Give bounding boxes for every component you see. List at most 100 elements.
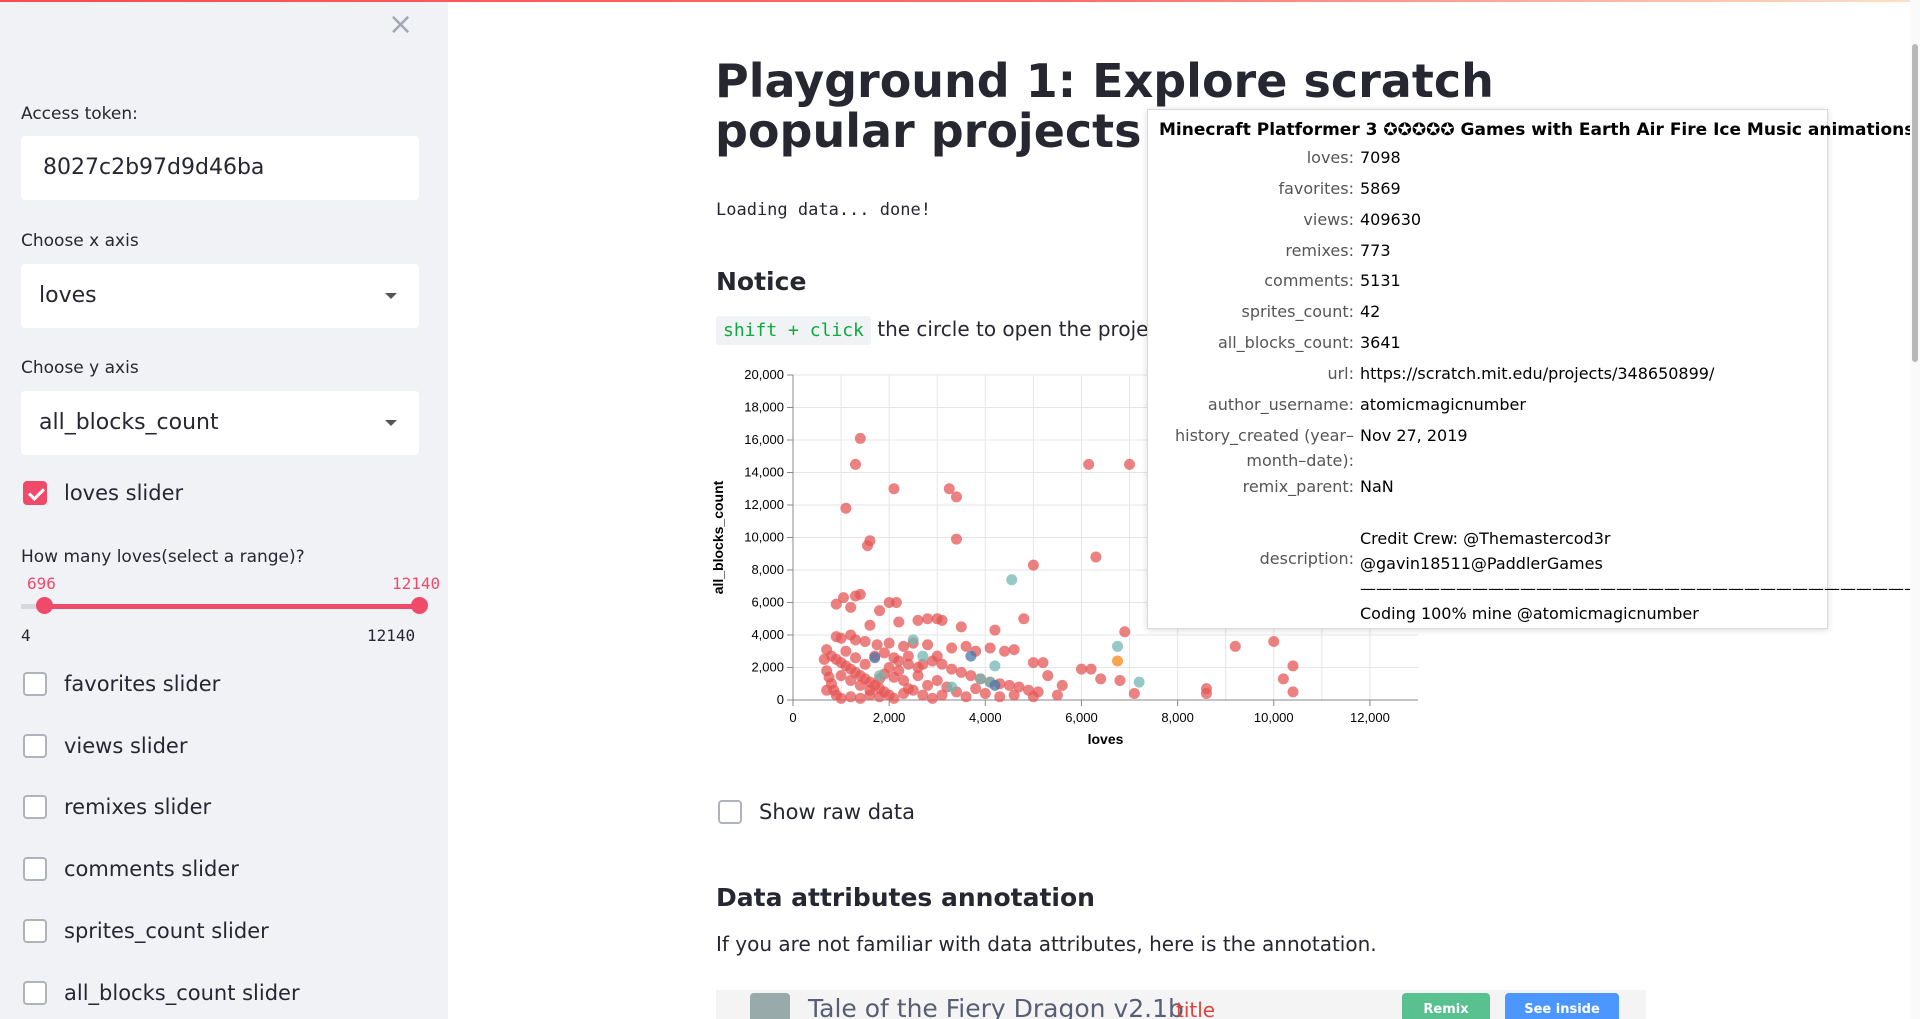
- close-sidebar-icon[interactable]: ×: [388, 7, 414, 42]
- checkbox-icon[interactable]: [23, 734, 47, 758]
- data-point: [862, 540, 874, 552]
- sprites-count-slider-checkbox[interactable]: sprites_count slider: [23, 916, 269, 946]
- data-point: [970, 683, 982, 695]
- data-point: [1114, 675, 1126, 686]
- data-point: [874, 605, 886, 617]
- tooltip-row: remixes: 773: [1148, 238, 1829, 263]
- y-tick-label: 20,000: [744, 367, 784, 382]
- data-point: [845, 691, 857, 703]
- data-point: [922, 639, 934, 651]
- project-thumbnail: [750, 993, 790, 1019]
- data-point: [989, 660, 1001, 672]
- comments-slider-checkbox[interactable]: comments slider: [23, 854, 239, 884]
- annotation-text: If you are not familiar with data attrib…: [716, 932, 1377, 956]
- y-axis-value: all_blocks_count: [39, 410, 219, 435]
- access-token-input[interactable]: 8027c2b97d9d46ba: [21, 136, 419, 200]
- data-point: [821, 684, 833, 696]
- y-tick-label: 0: [777, 692, 784, 707]
- data-point: [917, 650, 929, 662]
- see-inside-button: See inside: [1505, 993, 1619, 1019]
- tooltip-key: url:: [1327, 364, 1354, 383]
- checkbox-label: remixes slider: [64, 795, 212, 819]
- slider-high-handle[interactable]: [411, 597, 428, 614]
- checkbox-icon[interactable]: [23, 981, 47, 1005]
- data-point: [874, 691, 886, 703]
- scrollbar[interactable]: [1910, 0, 1920, 1019]
- checkbox-checked-icon[interactable]: [23, 481, 47, 505]
- show-raw-data-checkbox[interactable]: Show raw data: [718, 800, 915, 824]
- data-point: [955, 621, 967, 633]
- x-tick-label: 8,000: [1161, 710, 1194, 725]
- slider-low-handle[interactable]: [36, 597, 53, 614]
- data-point: [850, 458, 861, 470]
- tooltip-row: author_username: atomicmagicnumber: [1148, 392, 1829, 417]
- slider-question: How many loves(select a range)?: [21, 547, 305, 567]
- data-point: [989, 624, 1001, 636]
- checkbox-label: comments slider: [64, 857, 239, 881]
- checkbox-icon[interactable]: [23, 919, 47, 943]
- shortcut-code: shift + click: [716, 316, 871, 345]
- data-point: [926, 692, 938, 704]
- favorites-slider-checkbox[interactable]: favorites slider: [23, 669, 220, 699]
- checkbox-icon[interactable]: [23, 672, 47, 696]
- loves-slider-checkbox[interactable]: loves slider: [23, 478, 183, 508]
- y-tick-label: 6,000: [751, 595, 784, 610]
- tooltip-key: favorites:: [1278, 179, 1354, 198]
- loves-slider-label: loves slider: [64, 481, 184, 505]
- data-point: [893, 616, 905, 628]
- x-axis-title: loves: [1088, 731, 1124, 747]
- y-tick-label: 16,000: [744, 432, 784, 447]
- data-point: [1085, 663, 1097, 675]
- views-slider-checkbox[interactable]: views slider: [23, 731, 187, 761]
- data-point: [854, 588, 866, 600]
- data-point: [878, 647, 890, 659]
- tooltip-key: remix_parent:: [1242, 477, 1354, 496]
- data-point: [902, 650, 914, 662]
- y-axis-title: all_blocks_count: [710, 480, 726, 594]
- data-point: [859, 636, 871, 647]
- data-point: [845, 601, 857, 613]
- tooltip-value: https://scratch.mit.edu/projects/3486508…: [1360, 364, 1715, 383]
- remixes-slider-checkbox[interactable]: remixes slider: [23, 792, 211, 822]
- data-point: [840, 645, 852, 657]
- page-title: Playground 1: Explore scratch popular pr…: [715, 54, 1494, 158]
- data-point: [1095, 673, 1107, 685]
- slider-track-inactive: [21, 604, 44, 609]
- checkbox-icon[interactable]: [23, 857, 47, 881]
- checkbox-icon[interactable]: [718, 800, 742, 824]
- tooltip-value: 42: [1360, 302, 1381, 321]
- data-point: [1083, 458, 1095, 470]
- data-point: [835, 632, 847, 644]
- data-point: [922, 679, 934, 691]
- data-point: [1008, 689, 1020, 701]
- data-point: [1006, 574, 1018, 586]
- tooltip-value: 773: [1360, 241, 1391, 260]
- tooltip-value: 7098: [1360, 148, 1401, 167]
- data-point: [1003, 679, 1015, 691]
- data-point: [1027, 657, 1039, 669]
- title-tag: title: [1176, 998, 1216, 1019]
- x-axis-label: Choose x axis: [21, 231, 139, 251]
- all-blocks-count-slider-checkbox[interactable]: all_blocks_count slider: [23, 978, 300, 1008]
- tooltip-row: sprites_count: 42: [1148, 299, 1829, 324]
- slider-track-active: [44, 604, 419, 609]
- scrollbar-thumb[interactable]: [1912, 44, 1918, 362]
- x-axis-select[interactable]: loves: [21, 264, 419, 328]
- data-point: [854, 679, 866, 691]
- data-point: [965, 670, 977, 682]
- y-tick-label: 10,000: [744, 530, 784, 545]
- data-point: [1287, 686, 1299, 698]
- y-axis-select[interactable]: all_blocks_count: [21, 391, 419, 455]
- tooltip-value: NaN: [1360, 477, 1394, 496]
- data-point: [1287, 660, 1299, 672]
- data-point: [950, 491, 962, 503]
- data-point: [821, 644, 833, 656]
- checkbox-icon[interactable]: [23, 795, 47, 819]
- data-point: [960, 691, 972, 703]
- data-point: [1013, 681, 1025, 693]
- data-point: [1124, 458, 1136, 470]
- tooltip-value: atomicmagicnumber: [1360, 395, 1526, 414]
- data-point: [1027, 691, 1039, 703]
- data-point: [1128, 688, 1140, 699]
- data-point: [840, 502, 852, 514]
